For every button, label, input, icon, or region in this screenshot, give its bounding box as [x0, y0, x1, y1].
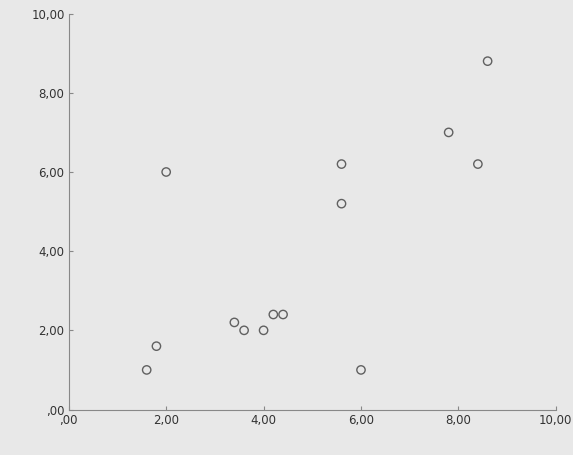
Point — [473, 161, 482, 168]
Point — [240, 327, 249, 334]
Point — [269, 311, 278, 318]
Point — [152, 343, 161, 350]
Point — [142, 366, 151, 374]
Point — [278, 311, 288, 318]
Point — [162, 168, 171, 176]
Point — [483, 57, 492, 65]
Point — [444, 129, 453, 136]
Point — [337, 200, 346, 207]
Point — [259, 327, 268, 334]
Point — [337, 161, 346, 168]
Point — [230, 319, 239, 326]
Point — [356, 366, 366, 374]
